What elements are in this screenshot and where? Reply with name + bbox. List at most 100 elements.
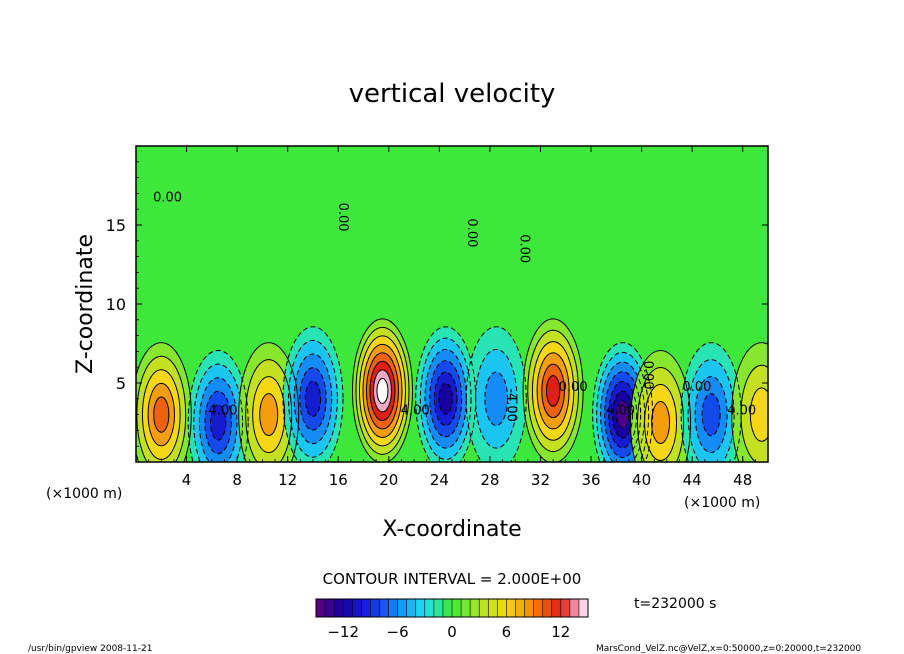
contour (687, 359, 735, 462)
contour-labels: 0.00 0.00 0.00 0.00 4.00 4.00 -4.00 0.00 4.00 0.0… (153, 190, 756, 422)
contour (438, 382, 453, 415)
colorbar-swatch (415, 599, 426, 617)
contour (429, 360, 463, 438)
contour (644, 384, 678, 461)
contour (299, 367, 327, 431)
colorbar-swatch (506, 599, 516, 617)
y-tick-label: 5 (116, 374, 126, 393)
cell-7 (523, 318, 584, 462)
x-tick-label: 40 (632, 471, 651, 489)
colorbar-tick-label: −12 (327, 623, 359, 641)
contour-label: 0.00 (464, 218, 479, 247)
cell-level (153, 397, 169, 433)
colorbar-swatch (388, 599, 398, 617)
contour (616, 400, 630, 429)
colorbar (315, 599, 589, 617)
colorbar-swatch (370, 599, 380, 617)
contour (630, 350, 692, 462)
colorbar-tick-label: −6 (387, 623, 409, 641)
cell-level (484, 372, 508, 426)
time-label: t=232000 s (634, 596, 716, 612)
x-unit-left: (×1000 m) (46, 486, 122, 502)
contour-label: 0.00 (516, 234, 531, 263)
colorbar-swatch (461, 599, 471, 617)
contour (541, 363, 565, 419)
contour (465, 326, 527, 462)
y-axis-label: Z-coordinate (73, 234, 98, 374)
contour (527, 329, 579, 453)
colorbar-swatch (578, 599, 589, 617)
cell-0 (136, 342, 192, 462)
cell-level (439, 383, 453, 415)
contour (198, 377, 238, 462)
contour-label: 4.00 (727, 404, 756, 419)
contour-label: 4.00 (208, 404, 237, 419)
colorbar-swatch (497, 599, 507, 617)
x-tick-label: 4 (182, 471, 192, 489)
contour-label: 0.00 (682, 380, 711, 395)
contour (419, 337, 472, 460)
x-tick-label: 16 (329, 471, 348, 489)
contour (204, 390, 232, 455)
colorbar-swatch (542, 599, 553, 617)
contour (304, 380, 322, 417)
contour-label: 4.00 (606, 404, 635, 419)
cell-level (305, 381, 321, 417)
colorbar-swatch (470, 599, 480, 617)
x-tick-label: 32 (531, 471, 550, 489)
contour (522, 318, 584, 462)
cell-level (376, 378, 388, 404)
cell-level (750, 387, 768, 442)
cell-level (616, 400, 629, 429)
contour (376, 377, 389, 404)
contour (694, 376, 728, 454)
colorbar-swatch (515, 599, 525, 617)
colorbar-swatch (479, 599, 489, 617)
contour-label: 0.00 (559, 380, 588, 395)
colorbar-swatch (334, 599, 344, 617)
contour (282, 326, 344, 462)
colorbar-swatch (379, 599, 389, 617)
cell-level (259, 393, 278, 436)
contour-lines (136, 318, 768, 462)
x-tick-label: 12 (278, 471, 297, 489)
contour (259, 393, 279, 437)
contour (531, 341, 575, 441)
colorbar-swatch (361, 599, 371, 617)
colorbar-swatch (488, 599, 498, 617)
contour (252, 376, 286, 454)
contour (365, 352, 399, 430)
colorbar-swatch (352, 599, 362, 617)
contour (351, 318, 413, 462)
contour (362, 343, 403, 438)
contour (536, 352, 570, 430)
contour (424, 348, 467, 449)
contour-label: 0.00 (335, 203, 350, 232)
y-tick-label: 15 (106, 216, 126, 235)
colorbar-swatch (325, 599, 335, 617)
contour (238, 342, 300, 462)
cell-level (210, 404, 226, 441)
plot-area (136, 146, 768, 462)
colorbar-tick-label: 6 (502, 623, 512, 641)
contour (612, 390, 634, 439)
contour (484, 371, 509, 426)
contour (608, 380, 638, 449)
contour (637, 367, 685, 462)
contour (749, 387, 768, 442)
colorbar-frame (315, 598, 589, 618)
x-axis-ticks: 4 8 12 16 20 24 28 32 36 40 44 48 (148, 146, 756, 489)
y-tick-label: 10 (106, 295, 126, 314)
x-unit-right: (×1000 m) (684, 495, 760, 511)
colorbar-swatch (551, 599, 562, 617)
x-tick-label: 8 (232, 471, 242, 489)
contour (596, 351, 650, 462)
contour (651, 401, 671, 444)
cell-level (546, 375, 560, 407)
colorbar-swatch (316, 599, 326, 617)
contour (153, 396, 170, 433)
contour (475, 348, 518, 449)
colorbar-swatch (424, 599, 435, 617)
colorbar-swatch (406, 599, 417, 617)
